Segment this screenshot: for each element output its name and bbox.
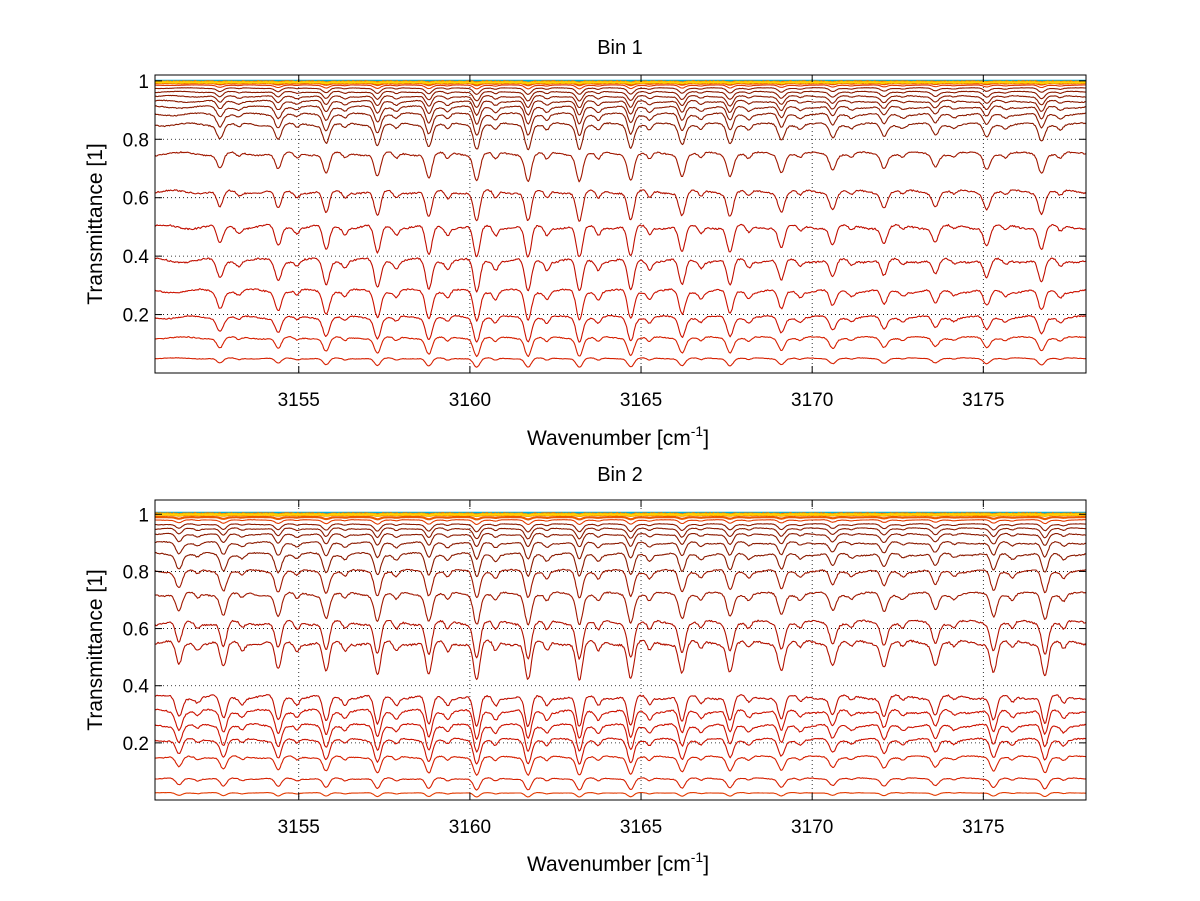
y-tick-label: 0.4 [123, 247, 150, 268]
panel-title: Bin 1 [597, 37, 643, 59]
y-tick-label: 0.2 [123, 734, 149, 755]
spectrum-line [154, 357, 1087, 368]
y-tick-label: 0.6 [123, 620, 149, 641]
spectrum-line [154, 723, 1087, 753]
y-tick-labels: 0.2 0.4 0.6 0.8 1 [123, 505, 150, 755]
spectrum-line [154, 551, 1087, 578]
x-tick-labels: 3155 3160 3165 3170 3175 [278, 817, 1005, 838]
x-tick-label: 3170 [791, 390, 833, 411]
x-tick-label: 3160 [449, 390, 491, 411]
spectrum-line [154, 189, 1087, 222]
x-tick-labels: 3155 3160 3165 3170 3175 [278, 390, 1005, 411]
x-tick-label: 3155 [278, 817, 320, 838]
plot-area [154, 74, 1087, 374]
x-axis-label-suffix: ] [703, 427, 709, 450]
x-tick-label: 3175 [962, 390, 1004, 411]
y-axis-label: Transmittance [1] [84, 143, 107, 304]
series-group [154, 511, 1087, 798]
spectrum-line [155, 708, 1087, 740]
y-tick-label: 0.8 [123, 130, 149, 151]
spectrum-line [155, 519, 1087, 526]
y-axis-label: Transmittance [1] [84, 569, 107, 730]
spectrum-line [155, 513, 1087, 517]
axis-ticks [155, 75, 1086, 373]
plot-panel-bin-1: Bin 1 3155 3160 3165 3170 3175 0.2 0.4 0… [84, 37, 1087, 450]
x-axis-label-text: Wavenumber [cm [527, 853, 691, 876]
plot-area [154, 499, 1087, 801]
spectrum-line [155, 90, 1086, 102]
x-tick-label: 3155 [278, 390, 320, 411]
spectrum-line [154, 755, 1087, 776]
spectrum-line [155, 257, 1087, 293]
spectrum-line [155, 94, 1087, 109]
spectrum-line [154, 694, 1087, 728]
spectrum-line [154, 223, 1087, 258]
plot-panel-bin-2: Bin 2 3155 3160 3165 3170 3175 0.2 0.4 0… [84, 464, 1087, 876]
spectrum-line [154, 314, 1087, 343]
y-tick-label: 0.6 [123, 189, 149, 210]
y-tick-label: 0.4 [123, 677, 150, 698]
y-tick-label: 1 [138, 72, 149, 93]
plot-area-background [155, 500, 1086, 800]
plot-area-background [155, 75, 1086, 373]
x-tick-label: 3165 [620, 817, 662, 838]
panel-title: Bin 2 [597, 464, 643, 486]
spectrum-line [155, 532, 1087, 548]
axis-ticks [155, 500, 1086, 800]
spectrum-line [154, 568, 1087, 599]
x-axis-label-superscript: -1 [691, 423, 704, 439]
spectrum-line [154, 639, 1087, 681]
spectrum-line [154, 122, 1087, 151]
y-tick-labels: 0.2 0.4 0.6 0.8 1 [123, 72, 150, 327]
x-axis-label-superscript: -1 [691, 849, 704, 865]
x-axis-label: Wavenumber [cm-1] [527, 423, 709, 450]
spectrum-line [154, 335, 1087, 358]
spectrum-line [154, 777, 1086, 791]
x-tick-label: 3165 [620, 390, 662, 411]
x-axis-label: Wavenumber [cm-1] [527, 849, 709, 876]
axes-box [154, 499, 1087, 801]
spectrum-line [154, 619, 1087, 660]
spectrum-line [154, 288, 1087, 322]
spectrum-line [154, 523, 1087, 533]
y-tick-label: 0.8 [123, 562, 149, 583]
spectrum-line [154, 527, 1086, 540]
spectrum-line [154, 540, 1087, 560]
spectrum-line [154, 112, 1087, 137]
spectrum-line [154, 87, 1087, 95]
spectrum-line [154, 737, 1087, 765]
spectrum-line [154, 99, 1087, 116]
axes-box [154, 74, 1087, 374]
x-axis-label-suffix: ] [703, 853, 709, 876]
y-tick-label: 1 [138, 505, 149, 526]
spectrum-line [154, 151, 1087, 183]
spectrum-line [155, 81, 1087, 85]
x-tick-label: 3170 [791, 817, 833, 838]
x-tick-label: 3175 [962, 817, 1004, 838]
x-axis-label-text: Wavenumber [cm [527, 427, 691, 450]
spectrum-line [155, 84, 1086, 90]
spectrum-line [154, 105, 1087, 125]
spectrum-line [154, 515, 1087, 521]
series-group [154, 79, 1087, 368]
spectrum-line [154, 791, 1087, 798]
x-tick-label: 3160 [449, 817, 491, 838]
y-tick-label: 0.2 [123, 306, 149, 327]
spectrum-line [154, 591, 1087, 626]
